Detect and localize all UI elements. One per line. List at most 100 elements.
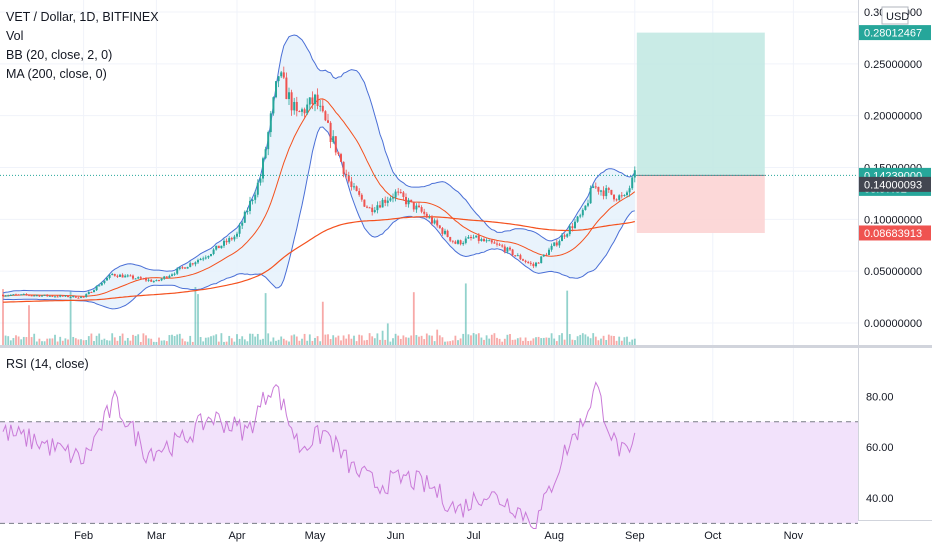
candle-body (243, 211, 246, 223)
candle-body (90, 291, 93, 293)
candle-body (303, 109, 306, 114)
candle-body (626, 192, 628, 195)
indicator-vol[interactable]: Vol (6, 29, 24, 43)
indicator-ma[interactable]: MA (200, close, 0) (6, 67, 107, 81)
volume-bar (410, 335, 413, 345)
candle-body (155, 280, 158, 282)
candle-body (516, 255, 519, 257)
volume-bar (56, 341, 59, 345)
candle-body (64, 295, 67, 297)
price-tick-label: 0.25000000 (864, 59, 922, 71)
volume-bar (28, 305, 30, 345)
volume-bar (204, 337, 207, 345)
volume-bar (12, 338, 15, 345)
indicator-bb[interactable]: BB (20, close, 2, 0) (6, 48, 113, 62)
volume-bar (451, 340, 454, 345)
candle-body (592, 186, 595, 189)
candle-body (77, 297, 80, 299)
candle-body (561, 235, 563, 242)
volume-bar (566, 290, 569, 345)
candle-body (51, 295, 54, 297)
volume-bar (368, 333, 371, 345)
volume-bar (425, 333, 428, 345)
volume-bar (15, 335, 17, 345)
volume-bar (181, 338, 184, 345)
volume-bar (308, 334, 311, 345)
volume-bar (524, 337, 527, 345)
candle-body (410, 199, 413, 202)
volume-bar (288, 341, 290, 345)
stop-zone (636, 175, 765, 233)
volume-bar (189, 335, 192, 345)
volume-bar (532, 338, 535, 345)
volume-bar (51, 338, 54, 345)
price-tick-label: 0.00000000 (864, 318, 922, 330)
candle-body (527, 261, 530, 263)
candle-body (264, 149, 267, 159)
volume-bar (600, 338, 602, 345)
volume-bar (418, 336, 420, 345)
candle-body (462, 242, 465, 245)
volume-bar (545, 337, 548, 345)
volume-bar (46, 338, 49, 345)
volume-bar (212, 335, 215, 345)
candle-body (574, 221, 576, 229)
candle-body (298, 111, 301, 113)
candle-body (202, 258, 205, 260)
time-tick-label: Jun (387, 530, 405, 542)
volume-bar (48, 338, 51, 345)
candle-body (165, 276, 168, 278)
volume-bar (347, 334, 350, 345)
volume-bar (119, 335, 121, 345)
bb-fill (3, 35, 635, 309)
candle-body (316, 94, 319, 107)
candle-body (275, 81, 277, 98)
candle-body (553, 242, 556, 246)
volume-bar (280, 336, 283, 345)
volume-bar (589, 338, 592, 345)
volume-bar (243, 339, 246, 345)
candle-body (295, 101, 298, 112)
candle-body (35, 295, 38, 297)
volume-bar (360, 335, 363, 345)
price-tick-label: 0.20000000 (864, 111, 922, 123)
candle-body (423, 211, 426, 214)
volume-bar (298, 340, 301, 345)
volume-bar (542, 337, 545, 345)
volume-bar (95, 335, 98, 345)
volume-bar (134, 335, 137, 345)
symbol-title[interactable]: VET / Dollar, 1D, BITFINEX (6, 10, 159, 24)
candle-body (483, 239, 485, 242)
target-zone (636, 32, 765, 176)
volume-bar (129, 340, 132, 345)
rsi-title[interactable]: RSI (14, close) (6, 357, 89, 371)
candle-body (540, 256, 543, 264)
candle-body (509, 247, 511, 250)
volume-bar (402, 335, 405, 345)
currency-button-label[interactable]: USD (886, 11, 909, 23)
volume-bar (415, 335, 418, 345)
volume-bar (277, 339, 280, 345)
candle-body (615, 199, 618, 201)
candle-body (189, 263, 192, 267)
volume-bar (137, 334, 140, 345)
volume-bar (103, 338, 106, 345)
candle-body (171, 274, 173, 276)
candle-body (449, 236, 452, 241)
candle-body (550, 245, 553, 250)
candle-body (558, 241, 561, 246)
volume-bar (605, 339, 608, 345)
candle-body (381, 199, 384, 208)
volume-bar (459, 338, 462, 345)
volume-bar (535, 337, 537, 345)
price-label-box (859, 176, 931, 192)
volume-bar (618, 336, 621, 345)
volume-bar (519, 337, 522, 345)
volume-bar (106, 340, 108, 345)
candle-body (158, 280, 160, 282)
candle-body (337, 152, 340, 155)
volume-bar (581, 333, 584, 345)
candle-body (178, 267, 181, 269)
